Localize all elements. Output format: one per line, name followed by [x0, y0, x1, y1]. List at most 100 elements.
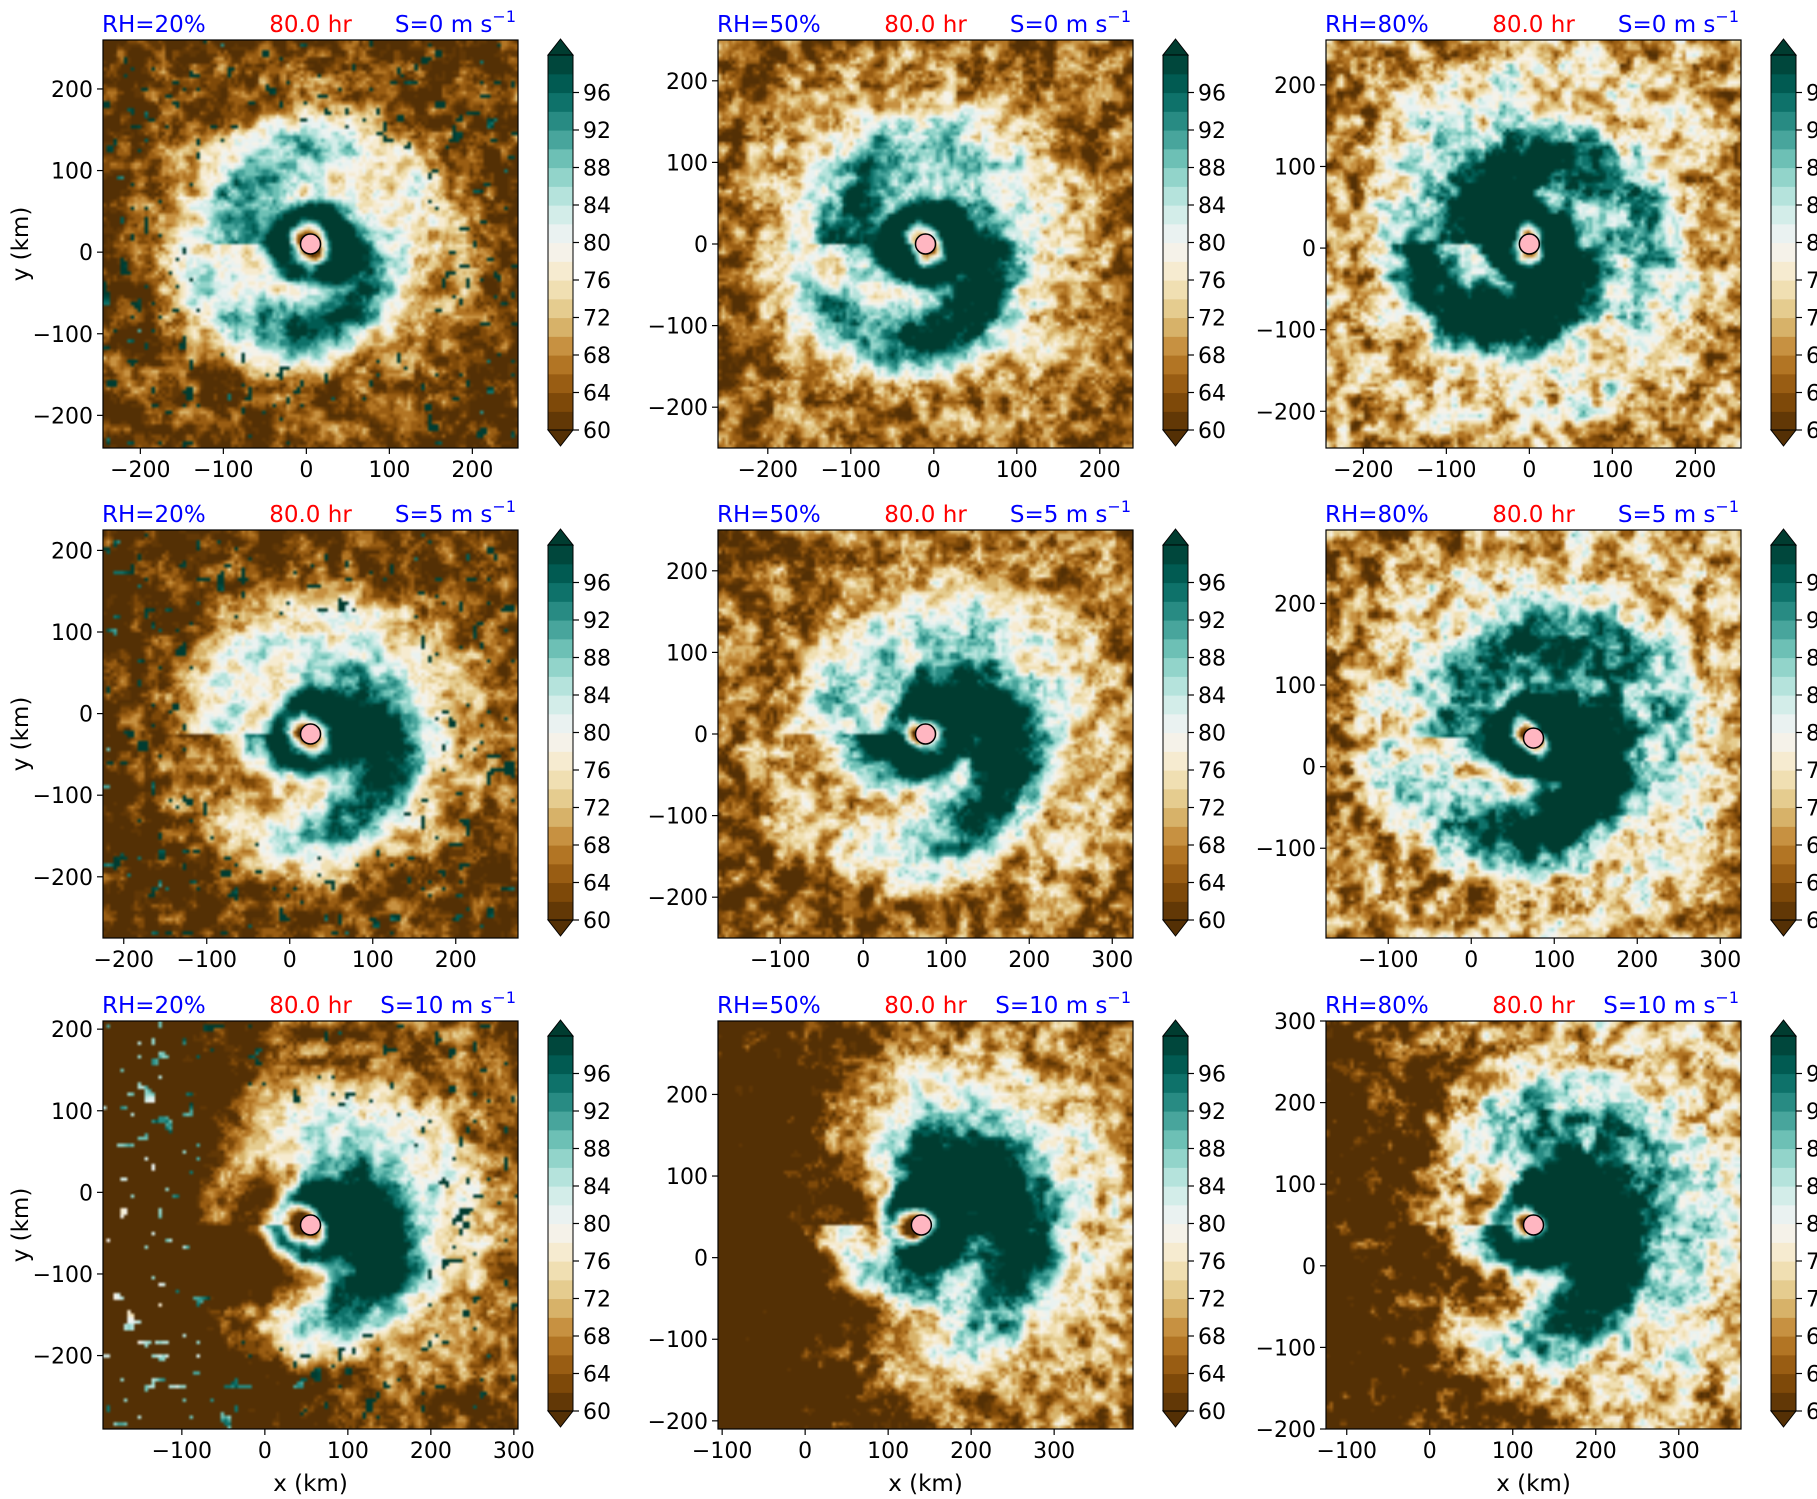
colorbar-level: [1163, 638, 1188, 659]
colorbar-tick-label: 64: [1806, 872, 1817, 897]
colorbar-level: [1771, 1073, 1796, 1093]
colorbar-level: [548, 638, 573, 659]
colorbar-level: [548, 111, 573, 131]
y-tick-label: 100: [51, 160, 93, 185]
colorbar-level: [1163, 676, 1188, 696]
shear-unit-exponent: −1: [1107, 497, 1131, 516]
y-tick-label: 200: [1274, 592, 1316, 617]
colorbar-level: [1163, 373, 1188, 394]
colorbar-tick-label: 68: [1806, 834, 1817, 859]
x-tick-label: 0: [798, 1439, 812, 1464]
colorbar-level: [1771, 186, 1796, 206]
colorbar-level: [548, 1317, 573, 1337]
colorbar-tick-label: 76: [1198, 1250, 1226, 1275]
x-tick-label: 100: [327, 1439, 369, 1464]
colorbar-level: [1163, 1167, 1188, 1187]
colorbar-level: [548, 1073, 573, 1093]
x-tick-label: 200: [410, 1439, 452, 1464]
colorbar-level: [1163, 788, 1188, 809]
shear-unit-exponent: −1: [492, 988, 516, 1007]
shear-value: S=10 m s: [995, 993, 1107, 1019]
colorbar-level: [548, 713, 573, 734]
y-tick-label: −100: [1256, 1336, 1316, 1361]
colorbar-level: [548, 73, 573, 94]
shear-unit-exponent: −1: [1715, 7, 1739, 26]
colorbar-tick-label: 68: [1198, 344, 1226, 369]
colorbar-level: [1163, 242, 1188, 262]
colorbar-level: [548, 901, 573, 921]
x-tick-label: −100: [152, 1439, 212, 1464]
colorbar-tick-label: 64: [583, 872, 611, 897]
colorbar-tick-label: 60: [583, 1400, 611, 1425]
storm-center-marker: [1522, 727, 1545, 749]
y-tick-label: −200: [648, 396, 708, 421]
colorbar-level: [1163, 355, 1188, 375]
colorbar-level: [1771, 845, 1796, 865]
y-axis-label: y (km): [8, 207, 34, 282]
colorbar-level: [1163, 1111, 1188, 1131]
colorbar-level: [1163, 261, 1188, 281]
colorbar-level: [1163, 392, 1188, 412]
colorbar-level: [548, 657, 573, 677]
colorbar-level: [1771, 695, 1796, 715]
colorbar-level: [1771, 1092, 1796, 1112]
colorbar-level: [1163, 1073, 1188, 1093]
colorbar-tick-label: 60: [1198, 909, 1226, 934]
colorbar-level: [1163, 1373, 1188, 1393]
colorbar-level: [548, 298, 573, 319]
colorbar-level: [1163, 901, 1188, 921]
x-tick-label: −100: [821, 458, 881, 483]
colorbar-tick-label: 96: [583, 1063, 611, 1088]
y-tick-label: 200: [1274, 1092, 1316, 1117]
colorbar-level: [1163, 1392, 1188, 1412]
colorbar-extend-low: [1161, 919, 1190, 937]
shear-label: S=10 m s−1: [1603, 988, 1739, 1019]
y-axis-label: y (km): [8, 1188, 34, 1263]
shear-value: S=0 m s: [1618, 12, 1716, 38]
colorbar-level: [548, 882, 573, 902]
storm-center-marker: [299, 723, 322, 745]
y-tick-label: −200: [1256, 400, 1316, 425]
colorbar-level: [548, 1261, 573, 1281]
y-tick-label: 0: [1302, 1255, 1316, 1280]
colorbar-tick-label: 68: [583, 1325, 611, 1350]
colorbar-extend-low: [1161, 429, 1190, 447]
colorbar-level: [1771, 770, 1796, 790]
colorbar: 60 64 68 72 76 80 84 88 92 96: [1769, 38, 1817, 447]
y-tick-label: 300: [1274, 1010, 1316, 1035]
colorbar-extend-high: [1769, 38, 1798, 56]
colorbar-level: [1771, 1223, 1796, 1243]
colorbar-tick-label: 84: [1198, 684, 1226, 709]
colorbar-tick-label: 88: [1806, 157, 1817, 182]
colorbar-level: [548, 261, 573, 281]
colorbar-level: [1771, 563, 1796, 584]
colorbar-level: [548, 1054, 573, 1075]
colorbar-tick-label: 72: [583, 797, 611, 822]
colorbar-level: [1771, 223, 1796, 244]
colorbar-tick-label: 72: [583, 307, 611, 332]
colorbar-level: [548, 732, 573, 752]
axes-frame: [102, 1020, 519, 1430]
rh-label: RH=20%: [102, 502, 206, 528]
colorbar-level: [1771, 882, 1796, 902]
colorbar-level: [548, 545, 573, 565]
colorbar-tick-label: 64: [1806, 1363, 1817, 1388]
colorbar-tick-label: 96: [1806, 1063, 1817, 1088]
colorbar-tick-label: 96: [1198, 1063, 1226, 1088]
shear-value: S=0 m s: [395, 12, 493, 38]
colorbar-level: [1771, 901, 1796, 921]
rh-label: RH=50%: [717, 502, 821, 528]
colorbar-level: [548, 563, 573, 584]
x-tick-label: 200: [950, 1439, 992, 1464]
storm-center-marker: [1518, 233, 1541, 255]
colorbar-level: [1771, 1279, 1796, 1300]
axes-frame: [717, 1020, 1134, 1430]
colorbar-tick-label: 68: [1198, 834, 1226, 859]
colorbar-level: [1163, 55, 1188, 75]
colorbar-tick-label: 60: [1806, 419, 1817, 444]
x-tick-label: 0: [299, 458, 313, 483]
shear-unit-exponent: −1: [492, 497, 516, 516]
y-tick-label: 0: [79, 703, 93, 728]
colorbar-tick-label: 60: [1806, 1400, 1817, 1425]
